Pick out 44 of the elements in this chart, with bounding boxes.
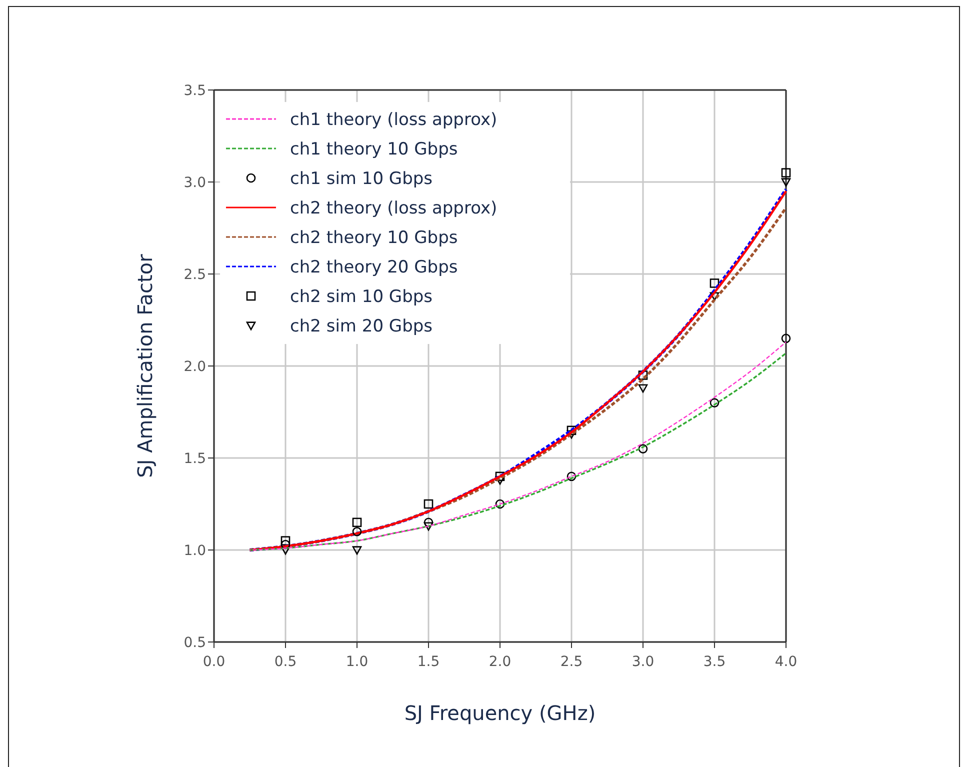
legend-label: ch1 sim 10 Gbps [290,169,433,189]
x-tick-label: 3.5 [703,654,726,670]
point [710,398,720,408]
point [638,384,648,393]
legend-label: ch2 theory (loss approx) [290,198,498,218]
point [352,518,362,528]
legend-label: ch2 sim 20 Gbps [290,316,433,336]
y-axis-title: SJ Amplification Factor [133,253,157,478]
point [352,546,362,555]
x-axis-title: SJ Frequency (GHz) [404,701,596,725]
x-tick-label: 0.5 [274,654,297,670]
point [710,278,720,288]
x-tick-label: 0.0 [202,654,226,670]
point [424,499,434,509]
point [566,472,576,482]
y-tick-label: 3.5 [184,83,206,99]
y-tick-label: 1.0 [184,543,206,559]
point [638,370,648,380]
point [495,499,505,509]
legend-label: ch1 theory (loss approx) [290,110,498,130]
y-tick-label: 3.0 [184,175,206,191]
x-tick-label: 4.0 [774,654,798,670]
y-tick-label: 1.5 [184,451,206,467]
x-tick-label: 3.0 [632,654,654,670]
point [710,292,720,301]
y-tick-label: 2.0 [184,359,206,375]
point [781,178,791,187]
point [352,526,362,536]
x-tick-label: 1.0 [346,654,368,670]
point [781,334,791,344]
x-tick-label: 1.5 [417,654,440,670]
legend-label: ch2 theory 20 Gbps [290,258,458,278]
y-tick-label: 0.5 [184,635,206,651]
point [638,444,648,454]
point [781,168,791,178]
legend-label: ch2 sim 10 Gbps [290,287,433,307]
x-tick-label: 2.5 [560,654,583,670]
x-tick-label: 2.0 [488,654,512,670]
point [495,472,505,482]
y-tick-label: 2.5 [184,267,206,283]
point [424,522,434,531]
legend-label: ch1 theory 10 Gbps [290,140,458,160]
legend-label: ch2 theory 10 Gbps [290,228,458,248]
point [280,536,290,546]
